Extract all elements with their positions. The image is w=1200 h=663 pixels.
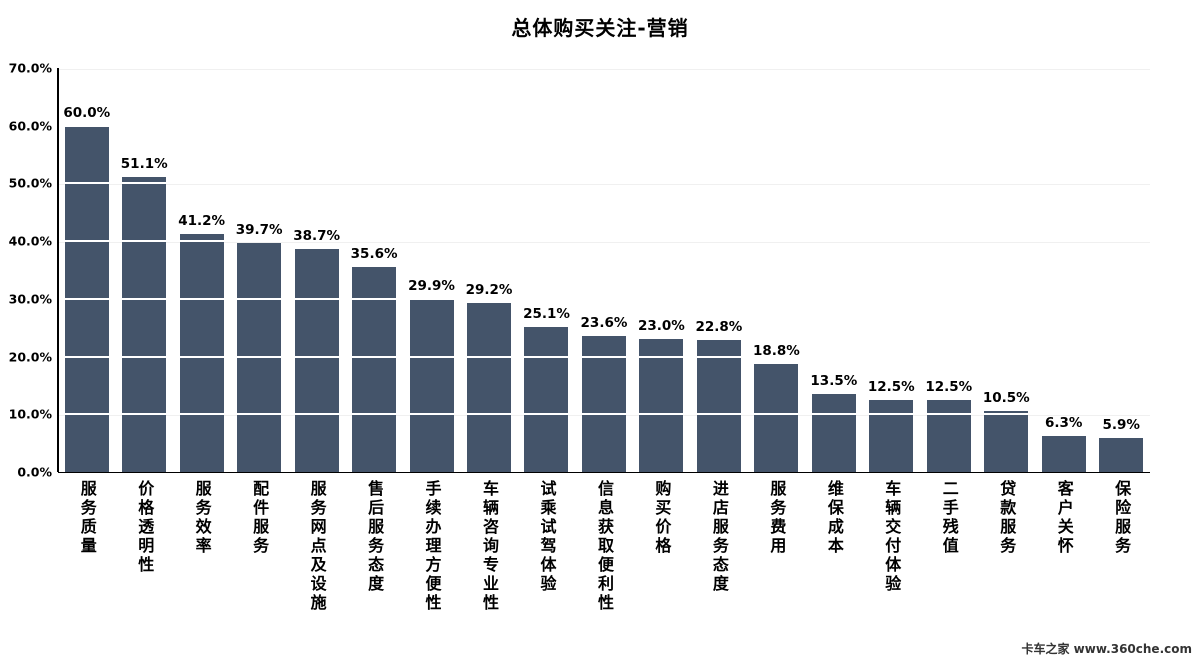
y-axis-tick-labels: 70.0% 60.0% 50.0% 40.0% 30.0% 20.0% 10.0% 0.0% <box>0 61 52 480</box>
bar-value-label: 29.9% <box>408 278 455 295</box>
category-label: 售后服务态度 <box>365 480 385 594</box>
bar <box>754 363 799 472</box>
y-tick-label: 0.0% <box>17 464 52 480</box>
bar-value-label: 51.1% <box>120 156 168 173</box>
bar-value-label: 5.9% <box>1102 416 1140 433</box>
category-label: 服务网点及设施 <box>307 480 327 613</box>
bar-group: 10.5% 贷款服务 <box>978 68 1035 556</box>
bar-group: 23.6% 信息获取便利性 <box>575 68 632 613</box>
bar <box>294 248 339 472</box>
bar-group: 12.5% 车辆交付体验 <box>863 68 920 594</box>
bar-value-label: 29.2% <box>465 282 513 299</box>
category-label: 车辆咨询专业性 <box>480 480 500 613</box>
y-tick-label: 50.0% <box>8 175 52 191</box>
category-label: 服务费用 <box>767 480 787 556</box>
chart-title: 总体购买关注-营销 <box>511 16 689 40</box>
bar-value-label: 10.5% <box>982 390 1030 407</box>
category-label: 试乘试驾体验 <box>537 480 557 594</box>
bar <box>237 242 282 472</box>
bar-group: 22.8% 进店服务态度 <box>690 68 747 594</box>
category-label: 价格透明性 <box>135 480 155 575</box>
category-label: 配件服务 <box>250 480 270 556</box>
bar-value-label: 12.5% <box>867 378 915 395</box>
x-axis-line <box>58 471 1150 473</box>
bar-group: 39.7% 配件服务 <box>230 68 287 556</box>
bar-series: 60.0% 服务质量 51.1% 价格透明性 41.2% 服务效率 39.7% 配件服务 38.… <box>58 68 1150 613</box>
bar-value-label: 60.0% <box>63 104 111 121</box>
y-tick-label: 60.0% <box>8 118 52 134</box>
bar-group: 23.0% 购买价格 <box>633 68 690 556</box>
y-tick-label: 30.0% <box>8 291 52 307</box>
category-label: 车辆交付体验 <box>882 480 902 594</box>
bar-value-label: 23.6% <box>580 314 628 331</box>
bar <box>467 303 512 472</box>
bar-group: 41.2% 服务效率 <box>173 68 230 556</box>
bar <box>984 411 1029 472</box>
category-label: 手续办理方便性 <box>422 480 442 613</box>
bar <box>639 339 684 472</box>
y-tick-label: 70.0% <box>8 60 52 76</box>
y-tick-label: 10.0% <box>8 406 52 422</box>
bar <box>122 177 167 472</box>
bar-value-label: 41.2% <box>178 213 226 230</box>
bar-value-label: 25.1% <box>523 306 570 323</box>
bar <box>409 299 454 472</box>
category-label: 购买价格 <box>652 480 672 556</box>
bar-value-label: 13.5% <box>810 373 858 390</box>
y-tick-label: 40.0% <box>8 233 52 249</box>
bar <box>1041 435 1086 472</box>
bar <box>179 234 224 472</box>
bar-group: 6.3% 客户关怀 <box>1035 68 1092 556</box>
bar-value-label: 6.3% <box>1044 414 1083 431</box>
bar-group: 38.7% 服务网点及设施 <box>288 68 345 613</box>
bar <box>64 125 109 472</box>
bar <box>352 266 397 472</box>
bar <box>811 394 856 472</box>
bar-group: 29.2% 车辆咨询专业性 <box>460 68 517 613</box>
bar <box>926 399 971 472</box>
plot-area: 60.0% 服务质量 51.1% 价格透明性 41.2% 服务效率 39.7% 配件服务 38.… <box>57 67 1150 613</box>
category-label: 贷款服务 <box>997 480 1017 556</box>
category-label: 服务质量 <box>77 480 97 556</box>
y-axis-line <box>57 68 59 472</box>
category-label: 服务效率 <box>192 480 212 556</box>
watermark: 卡车之家 www.360che.com <box>1021 642 1193 656</box>
bar-group: 25.1% 试乘试驾体验 <box>518 68 575 594</box>
category-label: 维保成本 <box>824 480 844 556</box>
bar <box>581 335 626 472</box>
category-label: 进店服务态度 <box>709 480 729 594</box>
category-label: 信息获取便利性 <box>594 480 614 613</box>
bar-group: 18.8% 服务费用 <box>748 68 805 557</box>
bar-group: 5.9% 保险服务 <box>1092 68 1149 556</box>
bar-group: 13.5% 维保成本 <box>805 68 862 556</box>
bar <box>696 340 741 472</box>
bar-value-label: 39.7% <box>235 221 283 238</box>
bar-value-label: 18.8% <box>752 342 800 359</box>
bar <box>1099 437 1144 472</box>
bar-value-label: 38.7% <box>293 227 341 244</box>
category-label: 保险服务 <box>1112 480 1132 556</box>
bar-group: 12.5% 二手残值 <box>920 68 977 556</box>
bar-value-label: 23.0% <box>638 318 685 335</box>
bar <box>524 327 569 472</box>
bar-value-label: 22.8% <box>695 319 743 336</box>
bar-group: 51.1% 价格透明性 <box>115 68 172 575</box>
bar <box>869 399 914 472</box>
bar-group: 60.0% 服务质量 <box>58 68 115 556</box>
y-tick-label: 20.0% <box>8 349 52 365</box>
category-label: 二手残值 <box>939 480 959 556</box>
bar-value-label: 12.5% <box>925 378 973 395</box>
category-label: 客户关怀 <box>1054 480 1074 556</box>
bar-group: 35.6% 售后服务态度 <box>345 68 402 594</box>
bar-group: 29.9% 手续办理方便性 <box>403 68 460 613</box>
bar-value-label: 35.6% <box>350 245 398 262</box>
